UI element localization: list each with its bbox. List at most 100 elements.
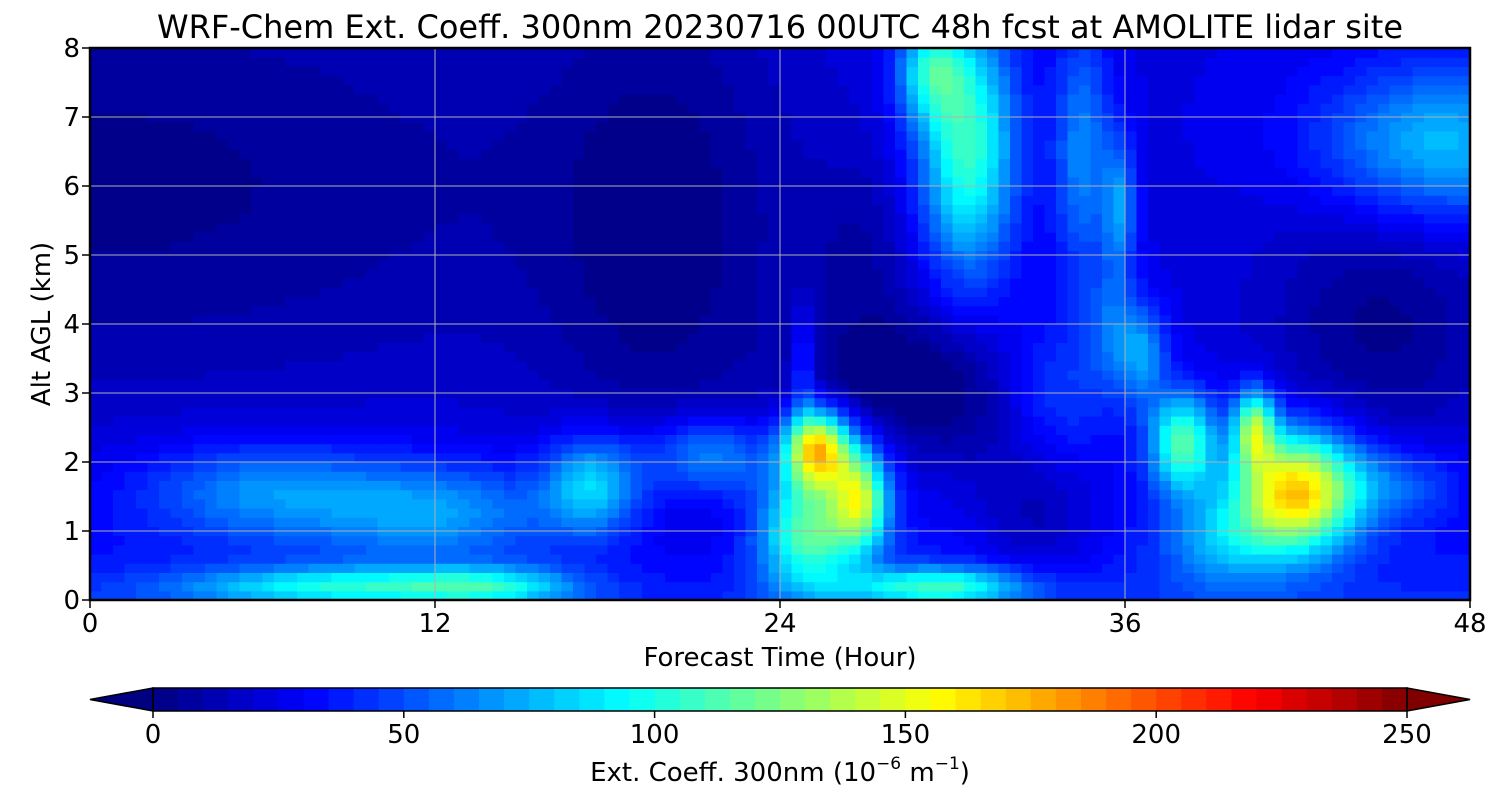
heatmap-cell: [941, 314, 954, 325]
heatmap-cell: [895, 443, 908, 454]
heatmap-cell: [607, 406, 620, 417]
heatmap-cell: [1240, 397, 1253, 408]
heatmap-cell: [182, 489, 195, 500]
heatmap-cell: [216, 333, 229, 343]
heatmap-cell: [147, 305, 160, 316]
heatmap-cell: [423, 379, 436, 389]
heatmap-cell: [1228, 287, 1241, 297]
heatmap-cell: [987, 351, 1000, 362]
heatmap-cell: [1090, 278, 1103, 288]
heatmap-cell: [1148, 425, 1161, 435]
heatmap-cell: [412, 434, 425, 445]
heatmap-cell: [1332, 314, 1345, 325]
heatmap-cell: [1263, 572, 1276, 583]
heatmap-cell: [1010, 462, 1023, 472]
heatmap-cell: [929, 287, 942, 297]
heatmap-cell: [906, 296, 919, 307]
heatmap-cell: [998, 232, 1011, 242]
heatmap-cell: [826, 222, 839, 233]
heatmap-cell: [412, 259, 425, 270]
heatmap-cell: [1171, 232, 1184, 242]
heatmap-cell: [1021, 563, 1034, 573]
heatmap-cell: [895, 379, 908, 389]
heatmap-cell: [423, 416, 436, 426]
heatmap-cell: [1240, 498, 1253, 509]
heatmap-cell: [1447, 241, 1460, 251]
heatmap-cell: [90, 554, 103, 564]
heatmap-cell: [297, 517, 310, 527]
heatmap-cell: [987, 489, 1000, 500]
heatmap-cell: [423, 434, 436, 445]
heatmap-cell: [768, 360, 781, 371]
heatmap-cell: [1274, 296, 1287, 307]
heatmap-cell: [1389, 259, 1402, 270]
heatmap-cell: [676, 287, 689, 297]
heatmap-cell: [1194, 333, 1207, 343]
heatmap-cell: [1217, 471, 1230, 481]
heatmap-cell: [1079, 416, 1092, 426]
heatmap-cell: [469, 489, 482, 500]
heatmap-cell: [791, 581, 804, 592]
heatmap-cell: [1297, 443, 1310, 454]
heatmap-cell: [458, 416, 471, 426]
heatmap-cell: [768, 314, 781, 325]
heatmap-cell: [1159, 360, 1172, 371]
heatmap-cell: [90, 563, 103, 573]
heatmap-cell: [228, 232, 241, 242]
heatmap-cell: [193, 259, 206, 270]
heatmap-cell: [849, 517, 862, 527]
heatmap-cell: [1401, 434, 1414, 445]
heatmap-cell: [331, 314, 344, 325]
heatmap-cell: [906, 508, 919, 518]
heatmap-cell: [1159, 314, 1172, 325]
heatmap-cell: [481, 379, 494, 389]
heatmap-cell: [1251, 278, 1264, 288]
heatmap-cell: [193, 268, 206, 279]
heatmap-cell: [1297, 508, 1310, 518]
heatmap-cell: [837, 544, 850, 555]
heatmap-cell: [1412, 544, 1425, 555]
heatmap-cell: [515, 296, 528, 307]
heatmap-cell: [1297, 379, 1310, 389]
heatmap-cell: [205, 370, 218, 380]
heatmap-cell: [1228, 333, 1241, 343]
heatmap-cell: [101, 305, 114, 316]
heatmap-cell: [182, 296, 195, 307]
heatmap-cell: [1148, 544, 1161, 555]
heatmap-cell: [734, 489, 747, 500]
heatmap-cell: [619, 563, 632, 573]
heatmap-cell: [389, 572, 402, 583]
heatmap-cell: [872, 213, 885, 224]
heatmap-cell: [837, 590, 850, 600]
heatmap-cell: [1228, 324, 1241, 334]
heatmap-cell: [987, 425, 1000, 435]
heatmap-cell: [1320, 554, 1333, 564]
heatmap-cell: [998, 342, 1011, 353]
heatmap-cell: [803, 259, 816, 270]
heatmap-cell: [1297, 590, 1310, 600]
heatmap-cell: [412, 563, 425, 573]
heatmap-cell: [1320, 370, 1333, 380]
heatmap-cell: [331, 406, 344, 417]
heatmap-cell: [1102, 406, 1115, 417]
heatmap-cell: [1159, 406, 1172, 417]
heatmap-cell: [584, 278, 597, 288]
heatmap-cell: [1274, 452, 1287, 463]
heatmap-cell: [1182, 259, 1195, 270]
heatmap-cell: [492, 462, 505, 472]
heatmap-cell: [377, 590, 390, 600]
heatmap-cell: [538, 324, 551, 334]
heatmap-cell: [515, 425, 528, 435]
heatmap-cell: [1090, 517, 1103, 527]
heatmap-cell: [159, 370, 172, 380]
heatmap-cell: [1332, 416, 1345, 426]
heatmap-cell: [1251, 434, 1264, 445]
heatmap-cell: [515, 434, 528, 445]
heatmap-cell: [1194, 222, 1207, 233]
heatmap-cell: [1320, 287, 1333, 297]
heatmap-cell: [1251, 489, 1264, 500]
heatmap-cell: [872, 232, 885, 242]
heatmap-cell: [918, 452, 931, 463]
heatmap-cell: [377, 489, 390, 500]
heatmap-cell: [101, 563, 114, 573]
